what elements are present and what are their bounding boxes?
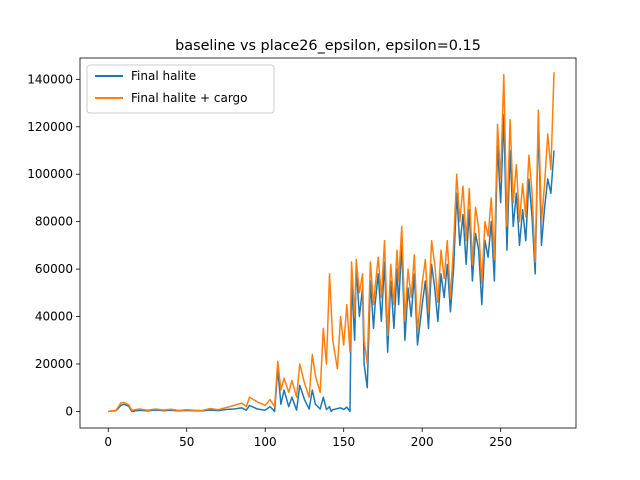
- y-tick-label: 80000: [35, 215, 73, 229]
- plot-frame: [79, 57, 577, 429]
- x-tick-label: 250: [489, 435, 512, 449]
- legend-label-final-halite-plus-cargo: Final halite + cargo: [131, 91, 248, 105]
- x-axis: 0 50 100 150 200 250: [104, 428, 512, 449]
- series-layer: [108, 72, 555, 413]
- y-tick-label: 120000: [27, 120, 73, 134]
- series-line-final-halite-plus-cargo: [108, 72, 555, 413]
- x-tick-label: 50: [179, 435, 194, 449]
- chart-title: baseline vs place26_epsilon, epsilon=0.1…: [175, 38, 481, 54]
- y-tick-label: 60000: [35, 262, 73, 276]
- x-tick-label: 200: [411, 435, 434, 449]
- series-line-final-halite: [108, 114, 555, 413]
- y-tick-label: 140000: [27, 72, 73, 86]
- legend-box: [86, 64, 275, 114]
- legend: Final halite Final halite + cargo: [86, 64, 275, 114]
- y-axis: 0 20000 40000 60000 80000 100000 120000 140000: [27, 72, 80, 418]
- x-tick-label: 0: [104, 435, 112, 449]
- y-tick-label: 100000: [27, 167, 73, 181]
- y-tick-label: 40000: [35, 310, 73, 324]
- legend-label-final-halite: Final halite: [131, 69, 196, 83]
- y-tick-label: 0: [65, 404, 73, 418]
- y-tick-label: 20000: [35, 357, 73, 371]
- x-tick-label: 100: [254, 435, 277, 449]
- x-tick-label: 150: [332, 435, 355, 449]
